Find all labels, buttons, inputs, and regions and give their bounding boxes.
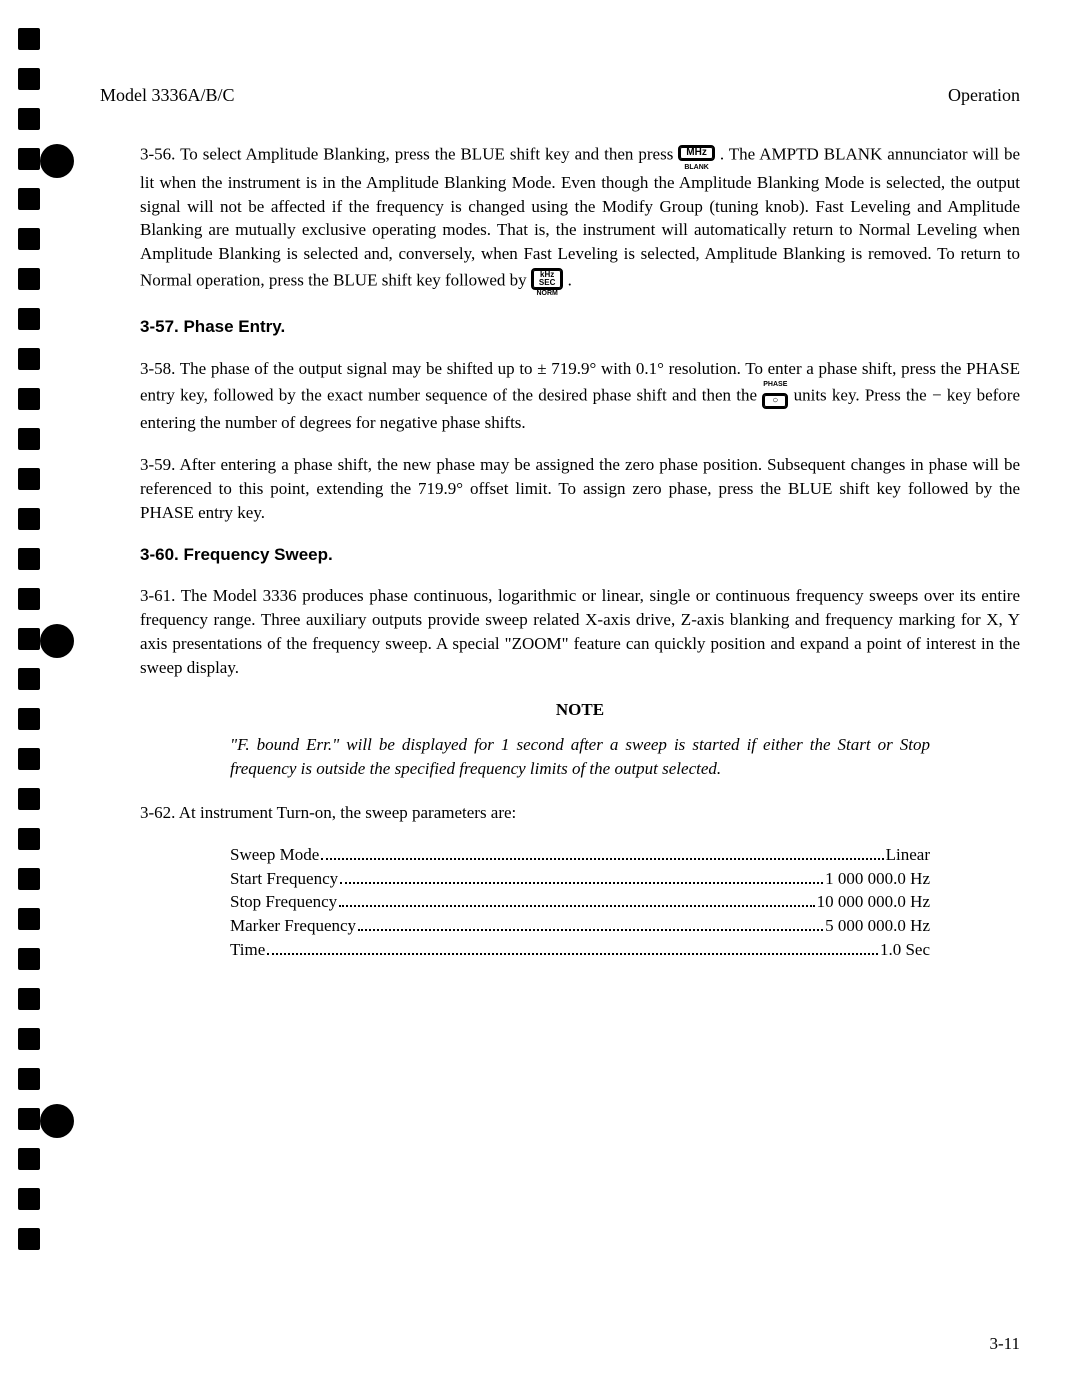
header-right: Operation bbox=[948, 85, 1020, 106]
hole-marker bbox=[18, 268, 40, 290]
hole-marker bbox=[18, 28, 40, 50]
circle-accent bbox=[40, 624, 74, 658]
hole-marker bbox=[18, 548, 40, 570]
hole-marker bbox=[18, 308, 40, 330]
hole-marker bbox=[18, 708, 40, 730]
mhz-key-sublabel: BLANK bbox=[678, 164, 715, 171]
param-dots bbox=[339, 905, 814, 907]
section-3-57-title: 3-57. Phase Entry. bbox=[140, 315, 1020, 339]
param-dots bbox=[321, 858, 883, 860]
param-row: Start Frequency 1 000 000.0 Hz bbox=[230, 867, 930, 891]
section-3-60-title: 3-60. Frequency Sweep. bbox=[140, 543, 1020, 567]
hole-marker bbox=[18, 988, 40, 1010]
para-text: . The AMPTD BLANK annunciator will be li… bbox=[140, 144, 1020, 289]
phase-key-icon: ○ bbox=[762, 393, 788, 409]
hole-marker bbox=[18, 948, 40, 970]
note-heading: NOTE bbox=[140, 698, 1020, 722]
sweep-parameter-list: Sweep Mode Linear Start Frequency 1 000 … bbox=[230, 843, 930, 962]
hole-marker bbox=[18, 508, 40, 530]
khz-key-sublabel: NORM bbox=[531, 290, 563, 297]
key-mhz-wrap: MHz BLANK bbox=[678, 140, 715, 171]
header-left: Model 3336A/B/C bbox=[100, 85, 235, 106]
hole-marker bbox=[18, 628, 40, 650]
paragraph-3-59: 3-59. After entering a phase shift, the … bbox=[140, 453, 1020, 524]
param-value: Linear bbox=[886, 843, 930, 867]
param-label: Sweep Mode bbox=[230, 843, 319, 867]
para-text: 3-56. To select Amplitude Blanking, pres… bbox=[140, 144, 678, 163]
hole-marker bbox=[18, 1068, 40, 1090]
para-text: . bbox=[568, 270, 572, 289]
hole-marker bbox=[18, 908, 40, 930]
hole-marker bbox=[18, 428, 40, 450]
param-row: Time 1.0 Sec bbox=[230, 938, 930, 962]
hole-marker bbox=[18, 588, 40, 610]
hole-marker bbox=[18, 148, 40, 170]
hole-marker bbox=[18, 1108, 40, 1130]
hole-marker bbox=[18, 828, 40, 850]
page-content: 3-56. To select Amplitude Blanking, pres… bbox=[140, 140, 1020, 962]
phase-key-suplabel: PHASE bbox=[762, 381, 788, 388]
hole-marker bbox=[18, 1148, 40, 1170]
hole-marker bbox=[18, 1188, 40, 1210]
hole-marker bbox=[18, 1028, 40, 1050]
param-dots bbox=[267, 953, 878, 955]
circle-accent bbox=[40, 144, 74, 178]
hole-marker bbox=[18, 748, 40, 770]
hole-marker bbox=[18, 388, 40, 410]
hole-marker bbox=[18, 108, 40, 130]
page-number: 3-11 bbox=[989, 1334, 1020, 1354]
khz-key-icon: kHz SEC bbox=[531, 268, 563, 290]
param-row: Marker Frequency 5 000 000.0 Hz bbox=[230, 914, 930, 938]
hole-marker bbox=[18, 868, 40, 890]
param-value: 5 000 000.0 Hz bbox=[825, 914, 930, 938]
hole-marker bbox=[18, 68, 40, 90]
param-dots bbox=[358, 929, 823, 931]
hole-marker bbox=[18, 348, 40, 370]
param-label: Start Frequency bbox=[230, 867, 338, 891]
hole-marker bbox=[18, 228, 40, 250]
mhz-key-icon: MHz bbox=[678, 145, 715, 161]
param-value: 1 000 000.0 Hz bbox=[825, 867, 930, 891]
note-body: "F. bound Err." will be displayed for 1 … bbox=[230, 733, 930, 781]
hole-marker bbox=[18, 788, 40, 810]
param-row: Sweep Mode Linear bbox=[230, 843, 930, 867]
param-label: Stop Frequency bbox=[230, 890, 337, 914]
key-khz-wrap: kHz SEC NORM bbox=[531, 266, 563, 297]
param-value: 1.0 Sec bbox=[880, 938, 930, 962]
param-value: 10 000 000.0 Hz bbox=[817, 890, 930, 914]
hole-marker bbox=[18, 1228, 40, 1250]
param-label: Time bbox=[230, 938, 265, 962]
param-dots bbox=[340, 882, 823, 884]
hole-marker bbox=[18, 668, 40, 690]
page-header: Model 3336A/B/C Operation bbox=[100, 85, 1020, 106]
circle-accent bbox=[40, 1104, 74, 1138]
hole-marker bbox=[18, 468, 40, 490]
param-label: Marker Frequency bbox=[230, 914, 356, 938]
paragraph-3-62: 3-62. At instrument Turn-on, the sweep p… bbox=[140, 801, 1020, 825]
binding-holes bbox=[18, 28, 40, 1250]
paragraph-3-58: 3-58. The phase of the output signal may… bbox=[140, 357, 1020, 435]
hole-marker bbox=[18, 188, 40, 210]
param-row: Stop Frequency 10 000 000.0 Hz bbox=[230, 890, 930, 914]
key-phase-wrap: PHASE ○ bbox=[762, 381, 788, 412]
paragraph-3-61: 3-61. The Model 3336 produces phase cont… bbox=[140, 584, 1020, 679]
paragraph-3-56: 3-56. To select Amplitude Blanking, pres… bbox=[140, 140, 1020, 297]
